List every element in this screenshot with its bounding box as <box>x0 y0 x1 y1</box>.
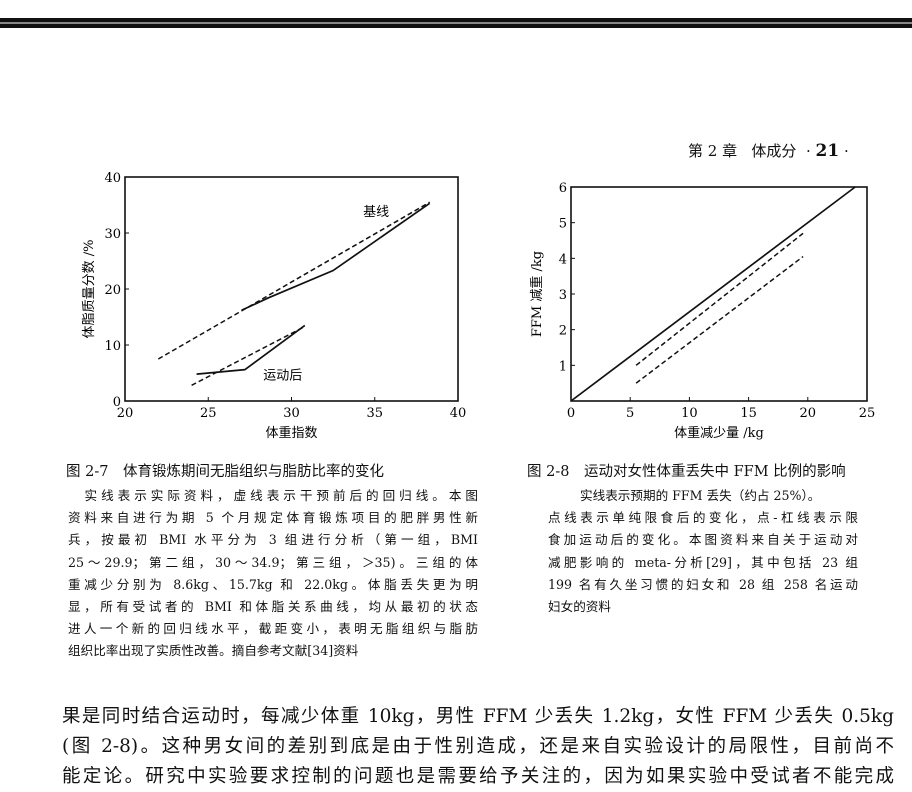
y-tick-label: 4 <box>559 252 567 267</box>
x-axis-label: 体重指数 <box>265 425 317 441</box>
x-tick-label: 40 <box>450 406 467 421</box>
text-line: 组织比率出现了实质性改善。摘自参考文献[34]资料 <box>68 643 359 659</box>
x-tick-label: 35 <box>366 406 383 421</box>
x-tick-label: 20 <box>117 406 134 421</box>
y-tick-label: 0 <box>113 395 121 410</box>
text-line: 实线表示实际资料，虚线表示干预前后的回归线。本图 <box>68 488 478 503</box>
series-line-2 <box>635 232 804 366</box>
y-tick-label: 40 <box>104 171 121 186</box>
header-rule-inner <box>0 22 912 24</box>
text-line: 进人一个新的回归线水平，截距变小，表明无脂组织与脂肪 <box>68 621 478 637</box>
text-line: (图 2-8)。这种男女间的差别到底是由于性别造成，还是来自实验设计的局限性，目… <box>62 736 894 757</box>
text-line: 兵，按最初 BMI 水平分为 3 组进行分析（第一组，BMI <box>68 532 478 548</box>
text-line: 重减少分别为 8.6kg、15.7kg 和 22.0kg。体脂丢失更为明 <box>68 576 478 592</box>
body-paragraph: 果是同时结合运动时，每减少体重 10kg，男性 FFM 少丢失 1.2kg，女性… <box>62 702 894 792</box>
x-tick-label: 30 <box>283 406 300 421</box>
x-tick-label: 25 <box>859 406 876 421</box>
x-tick-label: 10 <box>681 406 698 421</box>
chart-2: 0 5 10 15 20 25 1 2 3 4 5 6 体重减少量 /kg FFM 减重 /kg <box>529 181 875 441</box>
chapter-number: 第 2 章 <box>688 142 738 160</box>
figure-2-7-caption: 实线表示实际资料，虚线表示干预前后的回归线。本图 资料来自进行为期 5 个月规定体… <box>68 485 478 663</box>
text-line: 能定论。研究中实验要求控制的问题也是需要给予关注的，因为如果实验中受试者不能完成 <box>62 766 894 787</box>
y-tick-label: 30 <box>104 227 121 242</box>
text-line: 点线表示单纯限食后的变化，点-杠线表示限 <box>548 510 858 526</box>
annotation-label: 基线 <box>363 205 389 220</box>
y-tick-label: 20 <box>104 283 121 298</box>
y-tick-label: 10 <box>104 339 121 354</box>
figure-2-7-caption-title: 图 2-7 体育锻炼期间无脂组织与脂肪比率的变化 <box>66 464 384 480</box>
plot-frame <box>570 186 868 402</box>
y-axis-label: FFM 减重 /kg <box>529 251 545 337</box>
chapter-title: 体成分 <box>751 142 797 160</box>
series-line-1 <box>241 202 431 312</box>
text-line: 果是同时结合运动时，每减少体重 10kg，男性 FFM 少丢失 1.2kg，女性… <box>62 706 894 727</box>
text-line: 妇女的资料 <box>548 599 611 615</box>
text-line: 减肥影响的 meta-分析[29]，其中包括 23 组 <box>548 554 858 570</box>
page-number: 21 <box>815 141 840 161</box>
y-tick-label: 2 <box>559 324 567 339</box>
x-tick-label: 0 <box>567 406 575 421</box>
series-line-3 <box>635 255 804 384</box>
text-line: 资料来自进行为期 5 个月规定体育锻炼项目的肥胖男性新 <box>68 510 478 526</box>
x-axis-label: 体重减少量 /kg <box>674 425 764 441</box>
y-tick-label: 1 <box>559 359 567 374</box>
x-tick-label: 20 <box>800 406 817 421</box>
running-head: 第 2 章 体成分 · 21 · <box>688 141 849 161</box>
x-tick-label: 5 <box>626 406 634 421</box>
y-tick-label: 3 <box>559 288 567 303</box>
figure-2-8-caption-title: 图 2-8 运动对女性体重丢失中 FFM 比例的影响 <box>527 464 846 480</box>
y-axis-label: 体脂质量分数 /% <box>82 240 97 339</box>
figure-2-8-caption: 实线表示预期的 FFM 丢失（约占 25%）。点线表示单纯限食后的变化，点-杠线… <box>548 485 858 618</box>
text-line: 实线表示预期的 FFM 丢失（约占 25%）。 <box>580 488 821 503</box>
text-line: 显，所有受试者的 BMI 和体脂关系曲线，均从最初的状态 <box>68 599 478 615</box>
series-line-1 <box>570 186 856 402</box>
text-line: 199 名有久坐习惯的妇女和 28 组 258 名运动 <box>548 576 858 592</box>
y-tick-label: 6 <box>559 181 567 196</box>
x-tick-label: 25 <box>200 406 217 421</box>
series-line-3 <box>196 324 306 375</box>
text-line: 25～29.9；第二组，30～34.9；第三组，＞35)。三组的体 <box>68 554 478 570</box>
annotation-label: 运动后 <box>263 369 302 384</box>
series-line-2 <box>157 201 431 360</box>
y-tick-label: 5 <box>559 217 567 232</box>
x-tick-label: 15 <box>740 406 757 421</box>
series-line-4 <box>191 325 306 386</box>
text-line: 食加运动后的变化。本图资料来自关于运动对 <box>548 532 858 548</box>
